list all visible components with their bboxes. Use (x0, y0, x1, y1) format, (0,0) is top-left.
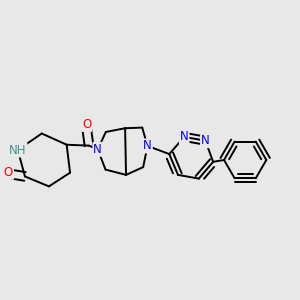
Text: O: O (4, 166, 13, 179)
Text: O: O (82, 118, 91, 131)
Text: N: N (93, 143, 102, 156)
Text: N: N (201, 134, 210, 147)
Text: NH: NH (9, 143, 27, 157)
Text: N: N (143, 140, 152, 152)
Text: N: N (180, 130, 189, 143)
